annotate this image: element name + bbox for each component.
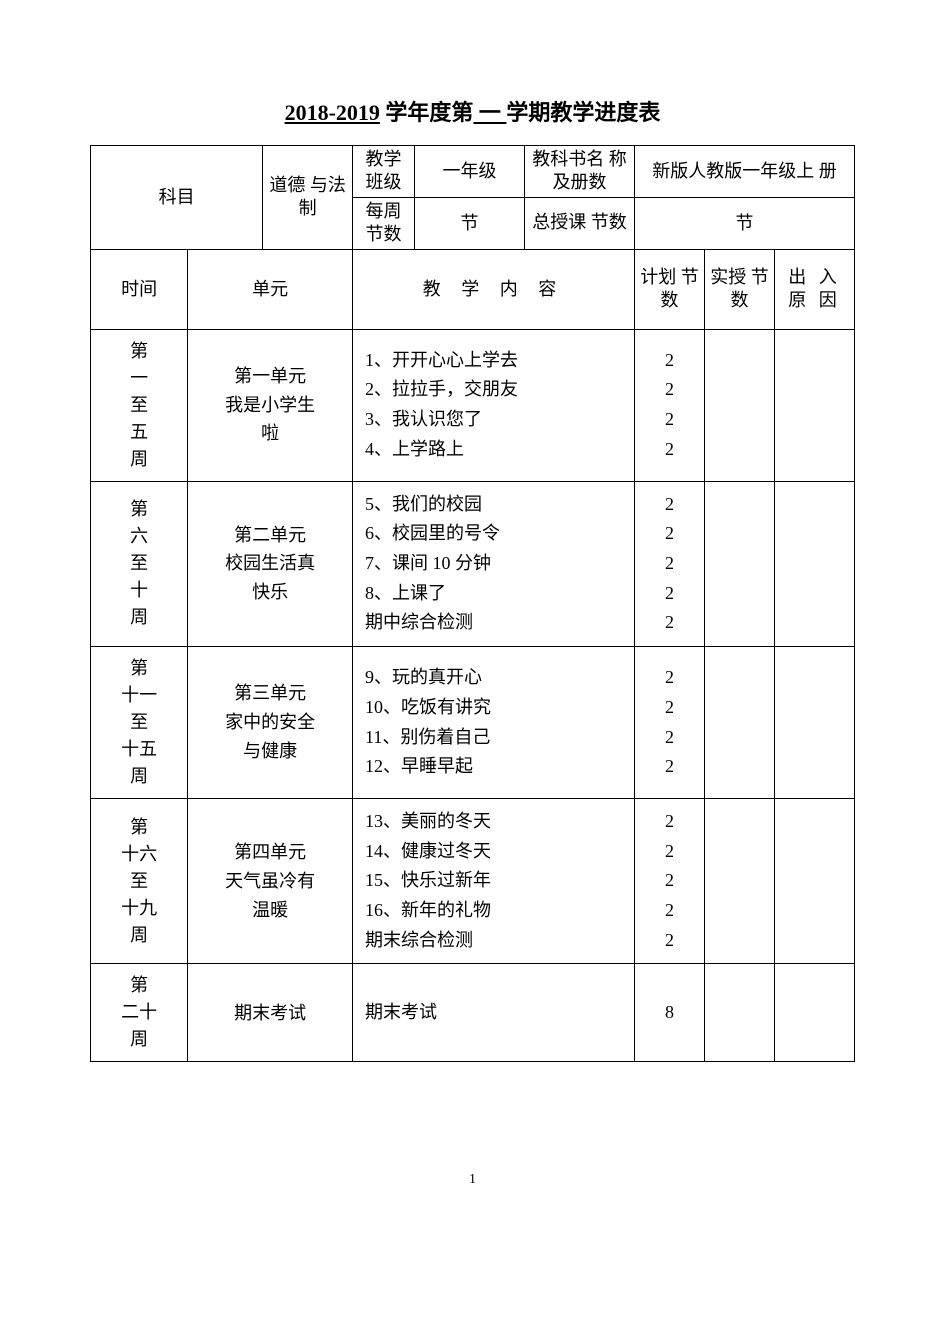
unit-cell: 第四单元 天气虽冷有 温暖 [188,799,353,964]
reason-cell [775,481,855,646]
total-value: 节 [635,197,855,249]
plan-cell: 8 [635,964,705,1062]
actual-cell [705,647,775,799]
subject-label: 科目 [91,146,263,250]
content-cell: 5、我们的校园 6、校园里的号令 7、课间 10 分钟 8、上课了 期中综合检测 [352,481,634,646]
content-cell: 期末考试 [352,964,634,1062]
col-content: 教 学 内 容 [352,249,634,329]
unit-cell: 第三单元 家中的安全 与健康 [188,647,353,799]
plan-cell: 2 2 2 2 2 [635,799,705,964]
actual-cell [705,799,775,964]
class-value: 一年级 [415,146,525,198]
reason-cell [775,329,855,481]
class-label: 教学 班级 [353,146,415,198]
content-cell: 13、美丽的冬天 14、健康过冬天 15、快乐过新年 16、新年的礼物 期末综合… [352,799,634,964]
page-number: 1 [90,1172,855,1188]
total-label: 总授课 节数 [525,197,635,249]
time-cell: 第 一 至 五 周 [91,329,188,481]
plan-cell: 2 2 2 2 [635,329,705,481]
title-mid1: 学年度第 [380,100,474,125]
reason-cell [775,799,855,964]
title-year: 2018-2019 [285,100,380,125]
actual-cell [705,329,775,481]
time-cell: 第 二十 周 [91,964,188,1062]
subject-value: 道德 与法 制 [263,146,353,250]
col-unit: 单元 [188,249,353,329]
title-semester: 一 [473,100,506,125]
book-label: 教科书名 称及册数 [525,146,635,198]
unit-cell: 第一单元 我是小学生 啦 [188,329,353,481]
page-title: 2018-2019 学年度第 一 学期教学进度表 [90,95,855,127]
unit-cell: 期末考试 [188,964,353,1062]
time-cell: 第 六 至 十 周 [91,481,188,646]
book-value: 新版人教版一年级上 册 [635,146,855,198]
title-mid2: 学期教学进度表 [506,100,660,125]
time-cell: 第 十六 至 十九 周 [91,799,188,964]
col-actual: 实授 节数 [705,249,775,329]
weekly-value: 节 [415,197,525,249]
time-cell: 第 十一 至 十五 周 [91,647,188,799]
weekly-label: 每周 节数 [353,197,415,249]
col-plan: 计划 节数 [635,249,705,329]
col-time: 时间 [91,249,188,329]
col-reason: 出 入 原 因 [775,249,855,329]
reason-cell [775,964,855,1062]
plan-cell: 2 2 2 2 [635,647,705,799]
content-cell: 1、开开心心上学去 2、拉拉手，交朋友 3、我认识您了 4、上学路上 [352,329,634,481]
schedule-table: 科目 道德 与法 制 教学 班级 一年级 教科书名 称及册数 新版人教版一年级上… [90,145,855,1062]
actual-cell [705,964,775,1062]
plan-cell: 2 2 2 2 2 [635,481,705,646]
actual-cell [705,481,775,646]
content-cell: 9、玩的真开心 10、吃饭有讲究 11、别伤着自己 12、早睡早起 [352,647,634,799]
reason-cell [775,647,855,799]
unit-cell: 第二单元 校园生活真 快乐 [188,481,353,646]
